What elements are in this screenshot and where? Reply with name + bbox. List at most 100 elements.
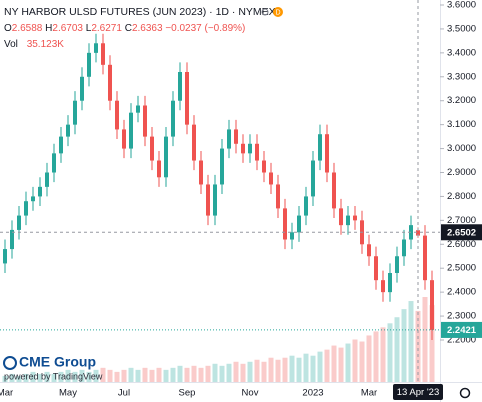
volume-bar [205,365,211,382]
volume-bar [219,365,225,382]
volume-bar [23,373,29,382]
change: −0.0237 (−0.89%) [165,23,245,34]
x-tick-label: May [59,388,77,399]
candle-body [52,153,56,173]
candle-body [101,43,105,65]
candle-body [388,273,392,293]
volume-bar [373,331,379,382]
candle-body [325,134,329,173]
volume-bar [16,375,22,382]
volume-bar [184,367,190,382]
volume-bar [429,305,435,382]
volume-bar [9,373,15,382]
y-tick-label: 3.2000 [447,95,476,106]
candle-body [80,76,84,101]
volume-bar [296,357,302,382]
volume-bar [275,359,281,382]
branding: CME Group powered by TradingView [3,354,103,381]
y-tick-label: 3.4000 [447,47,476,58]
volume-bar [408,301,414,382]
volume-bar [30,371,36,382]
candle-body [66,124,70,137]
volume-bar [226,363,232,382]
volume-bar [128,367,134,382]
close-prefix: C [125,23,132,34]
crosshair-price-label: 2.6502 [447,227,476,238]
candle-body [318,134,322,161]
candle-body [381,280,385,293]
volume-bar [422,297,428,382]
gear[interactable] [459,387,471,399]
y-tick-label: 3.3000 [447,71,476,82]
volume-bar [310,355,316,382]
volume-bar [121,369,127,382]
candle-body [87,52,91,77]
volume-bar [114,371,120,382]
volume-bar [163,369,169,382]
volume-bar [261,361,267,382]
volume-bar [247,361,253,382]
candle-body [178,72,182,101]
volume-bar [72,371,78,382]
volume-bar [345,343,351,382]
candle-body [423,235,427,281]
candle-body [206,184,210,216]
candle-body [248,143,252,154]
candle-body [143,105,147,137]
volume-bar [170,367,176,382]
candle-body [297,215,301,233]
candle-body [59,136,63,154]
volume-bar [191,365,197,382]
volume-bar [240,363,246,382]
candle-body [339,208,343,226]
logo-globe [3,356,17,370]
candle-body [31,196,35,202]
volume-bar [142,367,148,382]
candle-body [409,225,413,240]
settings-icon[interactable] [459,387,471,399]
candle-body [157,160,161,178]
x-tick-label: 2023 [302,388,323,399]
candle-body [3,249,7,264]
candle-body [402,239,406,257]
volume-bar [366,335,372,382]
y-tick-label: 2.9000 [447,167,476,178]
candle-body [122,129,126,149]
volume-bar [79,369,85,382]
y-tick-label: 2.3000 [447,311,476,322]
candle-body [227,129,231,149]
candle-body [115,100,119,130]
y-tick-label: 2.6000 [447,239,476,250]
volume-bar [303,353,309,382]
y-tick-label: 3.6000 [447,0,476,11]
crosshair-x-label: 13 Apr '23 [397,387,440,398]
close-value: 2.6363 [132,23,163,34]
crosshair-x-box [393,384,443,400]
candle-body [234,129,238,144]
volume-bar [233,361,239,382]
candle-body [346,215,350,226]
volume-bar [100,367,106,382]
candle-body [332,172,336,209]
candle-body [395,256,399,273]
volume-bar [289,355,295,382]
logo: CME Group [19,354,96,370]
candle-body [136,105,140,113]
candle-body [192,124,196,161]
badge: D [275,9,280,16]
eye-icon[interactable] [261,8,269,16]
candle-body [164,136,168,178]
candle-body [367,244,371,257]
badge-bg [273,7,283,17]
volume-bar [86,371,92,382]
volume-bar [135,369,141,382]
volume-bar [254,359,260,382]
candle-body [374,256,378,281]
chart-title: NY HARBOR ULSD FUTURES (JUN 2023) · 1D ·… [4,6,276,18]
candle-body [276,184,280,209]
y-tick-label: 2.8000 [447,191,476,202]
candle-body [108,64,112,101]
volume-bar [415,310,421,382]
y-tick-label: 3.1000 [447,119,476,130]
